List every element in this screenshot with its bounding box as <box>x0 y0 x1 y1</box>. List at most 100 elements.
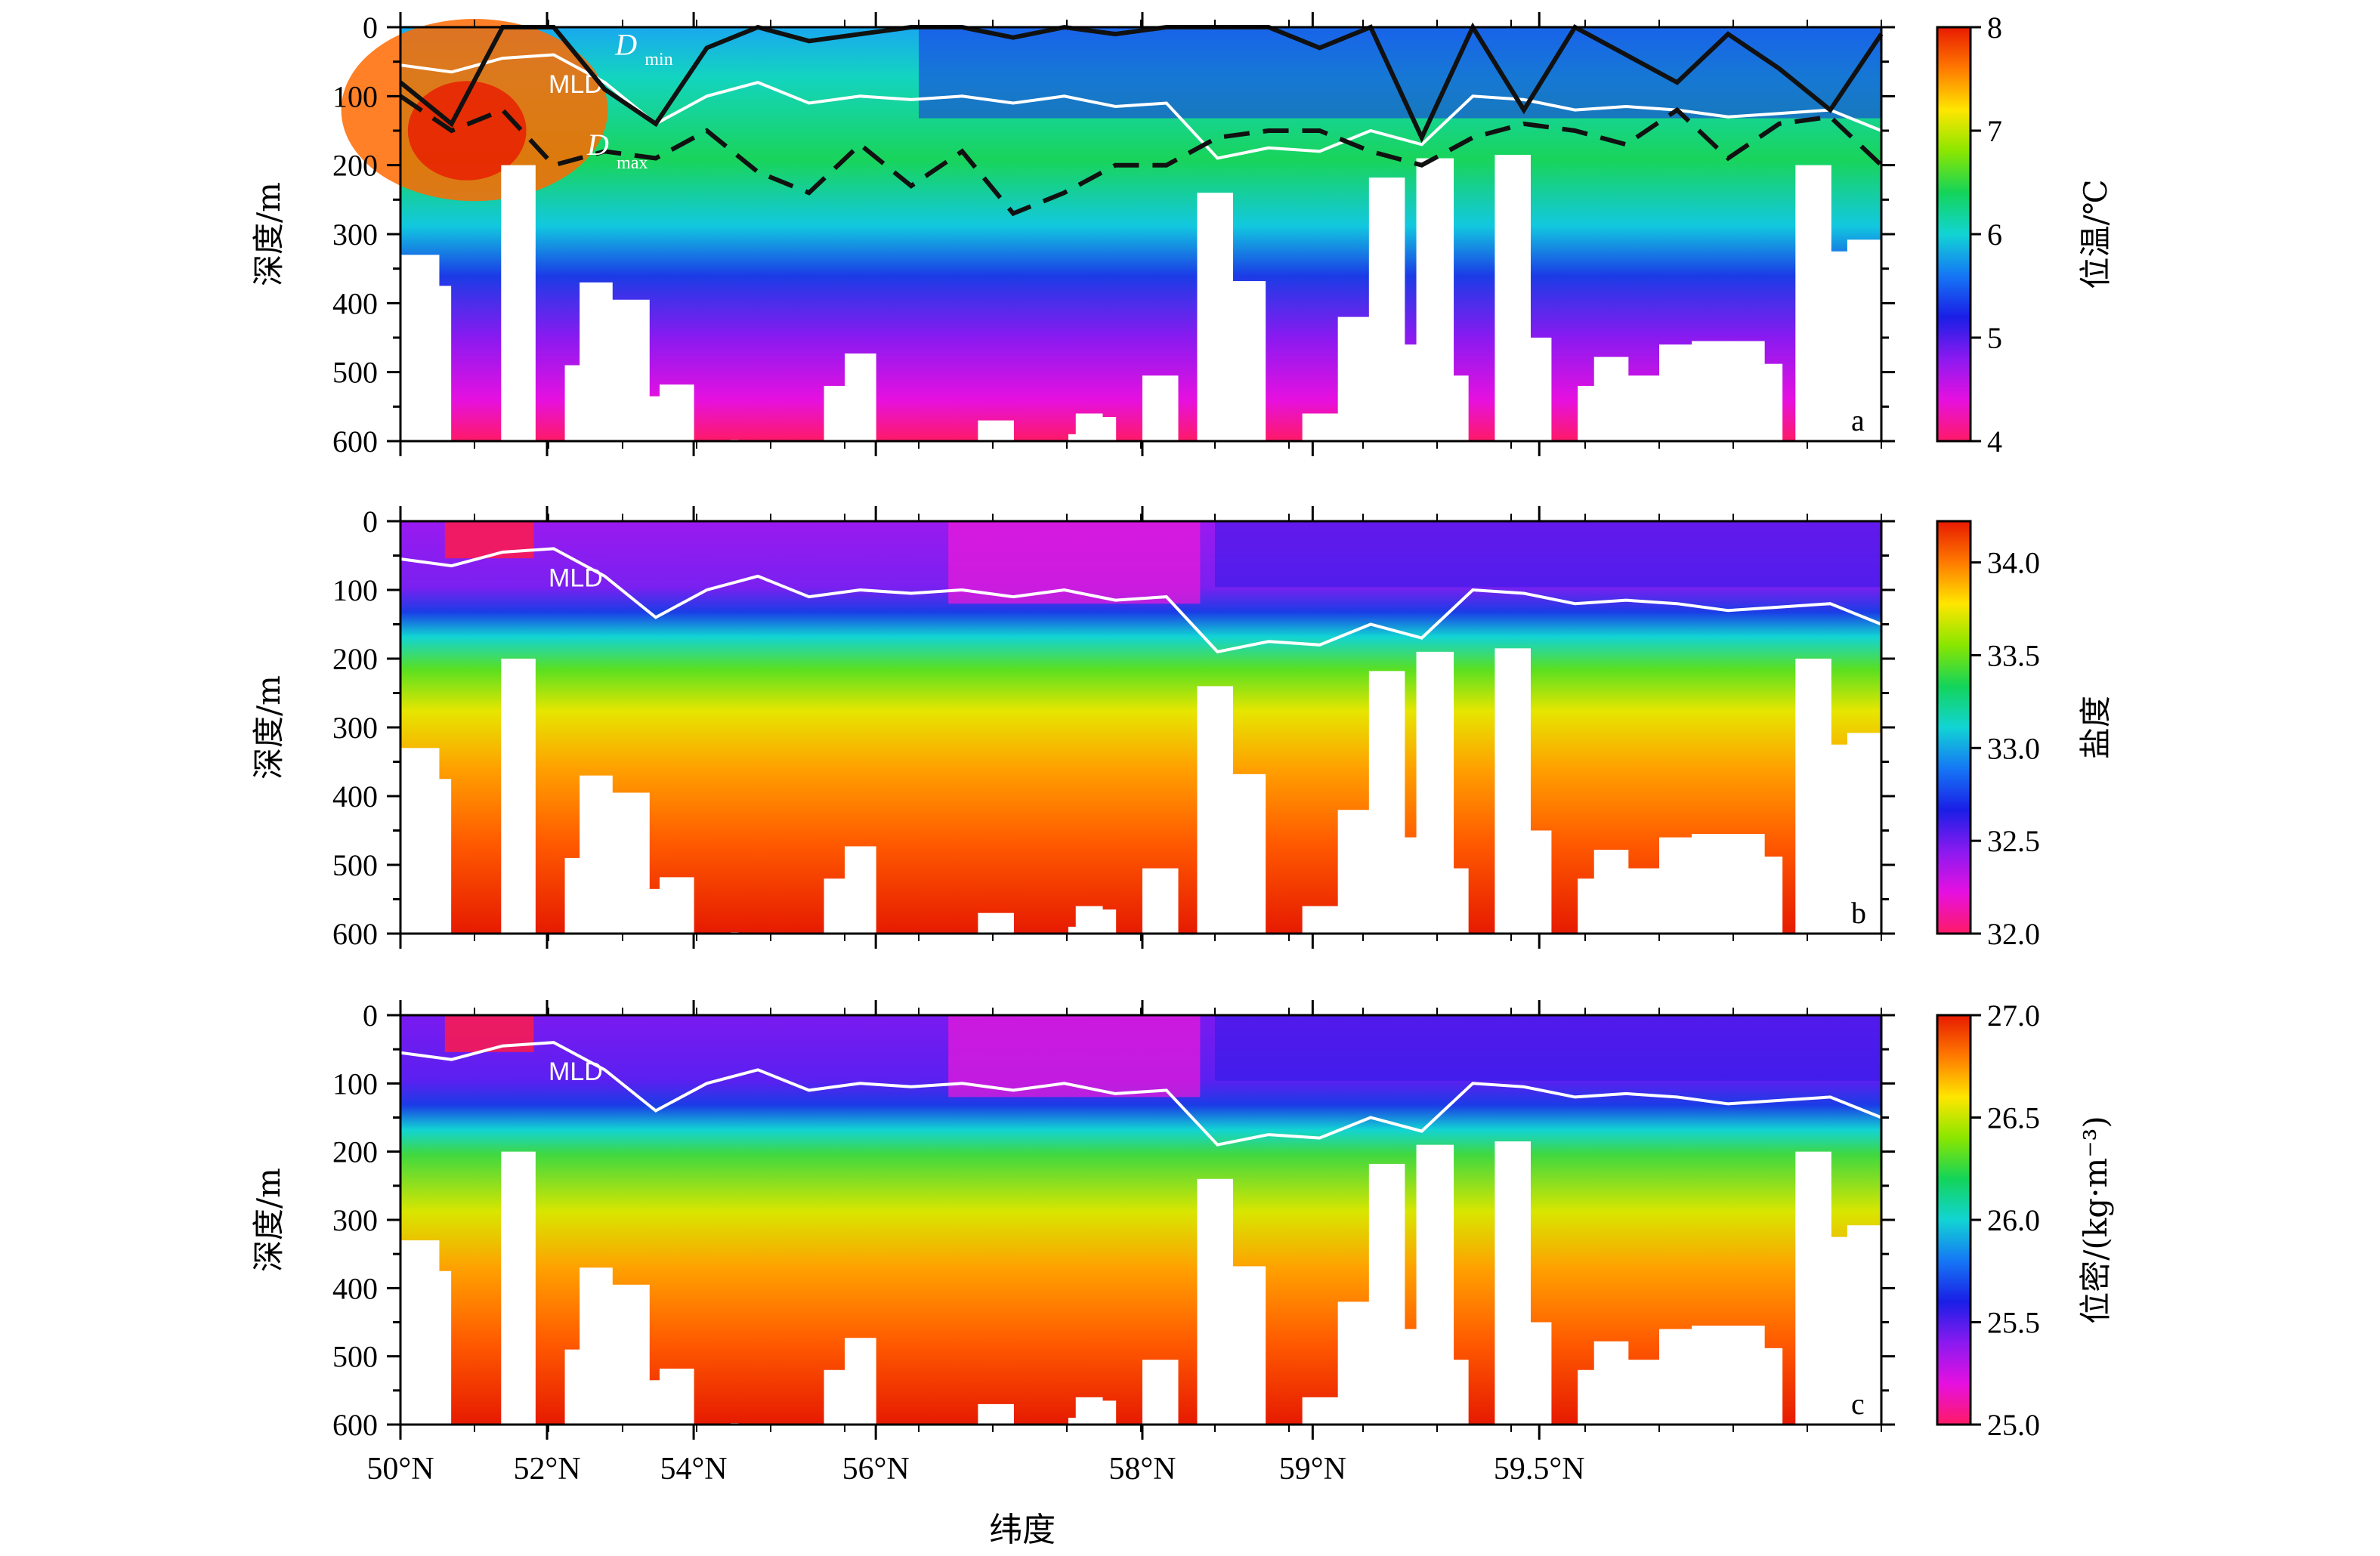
bathymetry-block <box>1302 906 1339 934</box>
y-tick-label: 100 <box>332 1067 378 1101</box>
bathymetry-block <box>1068 434 1077 441</box>
bathymetry-block <box>1368 671 1405 934</box>
y-tick-label: 200 <box>332 149 378 183</box>
y-tick-label: 400 <box>332 1271 378 1305</box>
colorbar-tick-label: 26.0 <box>1987 1203 2040 1237</box>
bathymetry-block <box>580 1267 613 1425</box>
warm-core-center <box>407 81 527 181</box>
colorbar-tick-label: 26.5 <box>1987 1101 2040 1135</box>
colorbar-tick-label: 4 <box>1987 425 2002 458</box>
bathymetry-block <box>1368 178 1405 441</box>
bathymetry-block <box>1337 316 1370 441</box>
bathymetry-block <box>1729 834 1765 934</box>
bathymetry-block <box>1847 239 1882 441</box>
colorbar-tick-label: 25.0 <box>1987 1408 2040 1442</box>
bathymetry-block <box>1593 1341 1629 1425</box>
bathymetry-block <box>1831 744 1848 934</box>
colorbar-title: 盐度 <box>2077 696 2114 759</box>
bathymetry-block <box>1847 733 1882 934</box>
bathymetry-block <box>1530 830 1552 934</box>
x-tick-label: 56°N <box>842 1452 910 1487</box>
mld-label: MLD <box>549 563 603 592</box>
y-tick-label: 600 <box>332 1408 378 1442</box>
x-axis-title: 纬度 <box>989 1511 1056 1549</box>
bathymetry-block <box>1578 878 1595 934</box>
bathymetry-block <box>649 1380 660 1425</box>
bathymetry-block <box>660 877 694 934</box>
bathymetry-block <box>1453 868 1469 934</box>
bathymetry-block <box>1627 868 1660 934</box>
bathymetry-block <box>400 255 440 441</box>
bathymetry-block <box>845 353 876 441</box>
bathymetry-block <box>1764 1348 1783 1425</box>
bathymetry-block <box>1368 1163 1405 1425</box>
dmin-subscript: min <box>644 50 672 69</box>
dmax-line <box>399 94 1884 217</box>
x-tick-label: 59°N <box>1279 1452 1346 1487</box>
colorbar-tick-label: 25.5 <box>1987 1306 2040 1340</box>
bathymetry-block <box>845 846 876 934</box>
colorbar-tick-label: 34.0 <box>1987 546 2040 580</box>
y-tick-label: 100 <box>332 79 378 113</box>
mld-label: MLD <box>549 1057 603 1086</box>
bathymetry-block <box>438 779 452 934</box>
bathymetry-block <box>1102 1400 1117 1425</box>
bathymetry-block <box>649 888 660 934</box>
bathymetry-block <box>400 1240 440 1425</box>
bathymetry-block <box>1302 1397 1339 1425</box>
y-tick-label: 300 <box>332 711 378 745</box>
panel-letter: c <box>1851 1387 1865 1421</box>
panel-letter: b <box>1851 896 1866 930</box>
bathymetry-block <box>1142 868 1179 934</box>
dmin-line <box>399 22 1884 144</box>
surface-layer <box>1215 521 1881 588</box>
bathymetry-block <box>1692 341 1729 441</box>
bathymetry-block <box>845 1338 876 1425</box>
panel-c: MLD 0 100 200 300 400 500 600 深度/m c 27.0 26.5 26.0 2… <box>250 999 2114 1442</box>
bathymetry-block <box>1659 837 1692 934</box>
bathymetry-block <box>1068 1417 1077 1425</box>
bathymetry-block <box>612 299 650 441</box>
bathymetry-block <box>1232 281 1266 441</box>
bathymetry-block <box>1593 357 1629 441</box>
bathymetry-block <box>1494 1141 1531 1425</box>
colorbar-tick-label: 27.0 <box>1987 999 2040 1033</box>
bathymetry-block <box>1416 651 1454 934</box>
x-tick-label: 54°N <box>660 1452 728 1487</box>
bathymetry-block <box>660 1368 694 1425</box>
y-axis-title: 深度/m <box>250 182 287 286</box>
bathymetry-block <box>438 286 452 441</box>
bathymetry-block <box>1197 686 1234 934</box>
bathymetry-block <box>564 365 580 441</box>
bathymetry-block <box>1075 1397 1103 1425</box>
bathymetry-block <box>1578 385 1595 441</box>
bathymetry-block <box>1142 375 1179 441</box>
y-axis-title: 深度/m <box>250 1168 287 1272</box>
surface-patch <box>444 1015 534 1052</box>
y-tick-label: 400 <box>332 286 378 320</box>
bathymetry-block <box>1337 810 1370 934</box>
bathymetry-block <box>824 878 845 934</box>
dmax-label: D <box>586 128 609 162</box>
colorbar-tick-label: 33.0 <box>1987 731 2040 765</box>
surface-patch <box>444 521 534 559</box>
colorbar <box>1936 26 1972 443</box>
colorbar-tick-label: 32.0 <box>1987 917 2040 951</box>
y-tick-label: 200 <box>332 642 378 676</box>
x-tick-label: 59.5°N <box>1494 1452 1585 1487</box>
bathymetry-block <box>1831 251 1848 441</box>
bathymetry-block <box>1764 363 1783 441</box>
y-tick-label: 300 <box>332 1203 378 1237</box>
colorbar-tick-label: 33.5 <box>1987 638 2040 672</box>
bathymetry-block <box>1831 1236 1848 1425</box>
bathymetry-block <box>978 912 1014 934</box>
bathymetry-block <box>1453 1360 1469 1425</box>
bathymetry-block <box>1068 926 1077 934</box>
bathymetry-block <box>1416 1144 1454 1425</box>
bathymetry-block <box>1075 413 1103 441</box>
bathymetry-block <box>1337 1301 1370 1425</box>
colorbar-tick-label: 8 <box>1987 11 2002 45</box>
bathymetry-block <box>1847 1225 1882 1425</box>
bathymetry-block <box>1404 837 1417 934</box>
